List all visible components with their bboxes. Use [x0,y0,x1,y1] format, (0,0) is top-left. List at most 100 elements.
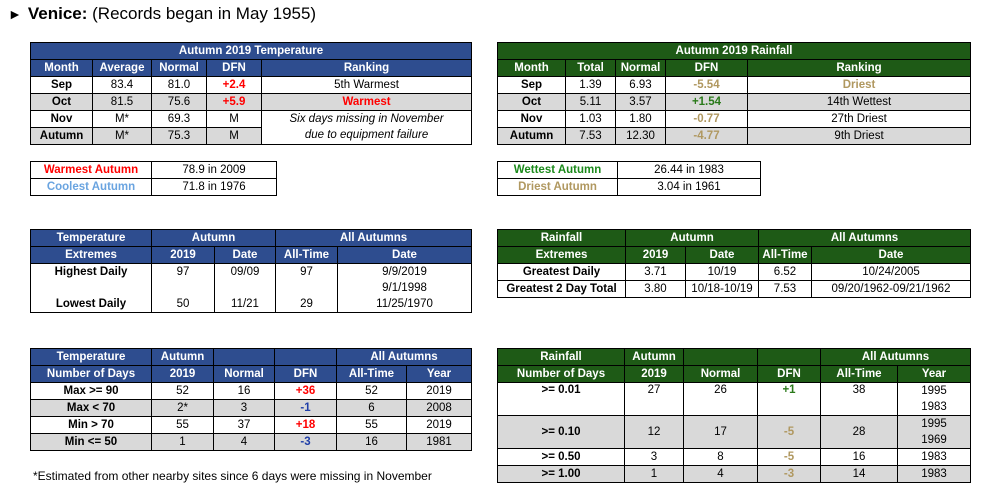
row-label: Min <= 50 [30,433,152,451]
year-cell: 2008 [405,399,473,417]
ranking-cell: 27th Driest [746,110,972,128]
arrow-icon: ► [8,6,22,22]
record-label: Warmest Autumn [30,161,152,179]
table-row: >= 1.00 1 4 -3 14 1983 [497,465,972,483]
group-header: Autumn [151,229,276,247]
col-header: Date [214,246,276,264]
col-header: Date [685,246,759,264]
col-header: Ranking [260,59,473,77]
row-label: Min > 70 [30,416,152,434]
col-header: Normal [151,59,207,77]
section-label: Temperature [30,229,152,247]
normal-cell: 75.3 [151,127,207,145]
value-cell: 17 [683,415,758,449]
table-row: Greatest 2 Day Total 3.80 10/18-10/19 7.… [497,280,972,298]
month-cell: Sep [30,76,93,94]
col-header [213,348,275,366]
table-row: 1969 [498,432,972,449]
table-row: Autumn 7.53 12.30 -4.77 9th Driest [497,127,972,145]
table-row: Autumn M* 75.3 M due to equipment failur… [30,127,473,145]
table-row: Oct 81.5 75.6 +5.9 Warmest [30,93,473,111]
value-cell: 29 [275,296,338,313]
table-row: Wettest Autumn 26.44 in 1983 [497,161,761,179]
date-cell: 11/21 [214,296,276,313]
dfn-cell: M [206,127,262,145]
year-cell: 1995 [896,415,972,432]
date-cell: 9/9/2019 [336,263,473,280]
temperature-records-table: Warmest Autumn 78.9 in 2009 Coolest Autu… [30,161,277,196]
dfn-cell: -0.77 [665,110,748,128]
ranking-cell: 5th Warmest [260,76,473,94]
record-value: 26.44 in 1983 [617,161,761,179]
value-cell: 3 [213,399,275,417]
value-cell: 14 [820,465,898,483]
dfn-cell: -5 [757,448,821,466]
col-header: Normal [683,365,758,383]
section-label: Extremes [30,246,152,264]
date-cell: 10/18-10/19 [685,280,759,298]
month-cell: Oct [30,93,93,111]
temperature-summary-table: Autumn 2019 Temperature Month Average No… [29,42,473,145]
value-cell: 38 [820,382,898,416]
col-header: Ranking [746,59,972,77]
page-heading: ► Venice: (Records began in May 1955) [8,4,316,24]
record-value: 3.04 in 1961 [617,178,761,196]
year-cell: 1983 [896,399,972,416]
date-cell: 10/24/2005 [810,263,972,281]
table-title: Autumn 2019 Rainfall [496,42,972,60]
value-cell: 12 [624,415,684,449]
value-cell: 26 [683,382,758,416]
dfn-cell: -1 [274,399,337,417]
year-cell: 1981 [405,433,473,451]
table-row: Greatest Daily 3.71 10/19 6.52 10/24/200… [497,263,972,281]
col-header: Autumn [624,348,684,366]
value-cell: 3.71 [625,263,686,281]
col-header: All-Time [820,365,898,383]
section-label: Temperature [30,348,152,366]
value-cell: 16 [336,433,407,451]
table-row: 9/1/1998 [30,280,473,296]
date-cell: 09/20/1962-09/21/1962 [810,280,972,298]
normal-cell: 6.93 [615,76,666,94]
value-cell: 97 [151,263,215,280]
row-label: Greatest 2 Day Total [497,280,626,298]
section-label: Rainfall [497,348,625,366]
col-header: DFN [206,59,262,77]
value-cell: 55 [336,416,407,434]
table-row: Lowest Daily 50 11/21 29 11/25/1970 [30,296,473,313]
value-cell: 1 [151,433,214,451]
ranking-cell: 14th Wettest [746,93,972,111]
record-label: Wettest Autumn [497,161,618,179]
month-cell: Oct [497,93,566,111]
value-cell: 52 [151,382,214,400]
table-row: Driest Autumn 3.04 in 1961 [497,178,761,196]
normal-cell: 12.30 [615,127,666,145]
table-row: Max < 70 2* 3 -1 6 2008 [30,399,473,417]
table-row: >= 0.01 27 26 +1 38 1995 [497,382,972,416]
col-header: DFN [665,59,748,77]
value-cell: 27 [624,382,684,416]
month-cell: Nov [497,110,566,128]
section-label: Number of Days [497,365,625,383]
table-row: >= 0.50 3 8 -5 16 1983 [497,448,972,466]
col-header: Month [497,59,566,77]
date-cell: 10/19 [685,263,759,281]
table-row: Oct 5.11 3.57 +1.54 14th Wettest [497,93,972,111]
col-header [757,348,821,366]
col-header: 2019 [624,365,684,383]
value-cell: 1 [624,465,684,483]
row-label: >= 1.00 [497,465,625,483]
col-header: All-Time [336,365,407,383]
table-row: >= 0.10 12 17 -5 28 1995 [497,415,972,449]
col-header: 2019 [151,365,214,383]
date-cell: 9/1/1998 [336,280,473,296]
record-label: Coolest Autumn [30,178,152,196]
value-cell: 4 [683,465,758,483]
table-row: Sep 83.4 81.0 +2.4 5th Warmest [30,76,473,94]
month-cell: Sep [497,76,566,94]
value-cell: 6.52 [758,263,812,281]
dfn-cell: M [206,110,262,128]
table-row: Coolest Autumn 71.8 in 1976 [30,178,277,196]
group-header: All Autumns [819,348,972,366]
year-cell: 1995 [896,382,972,399]
